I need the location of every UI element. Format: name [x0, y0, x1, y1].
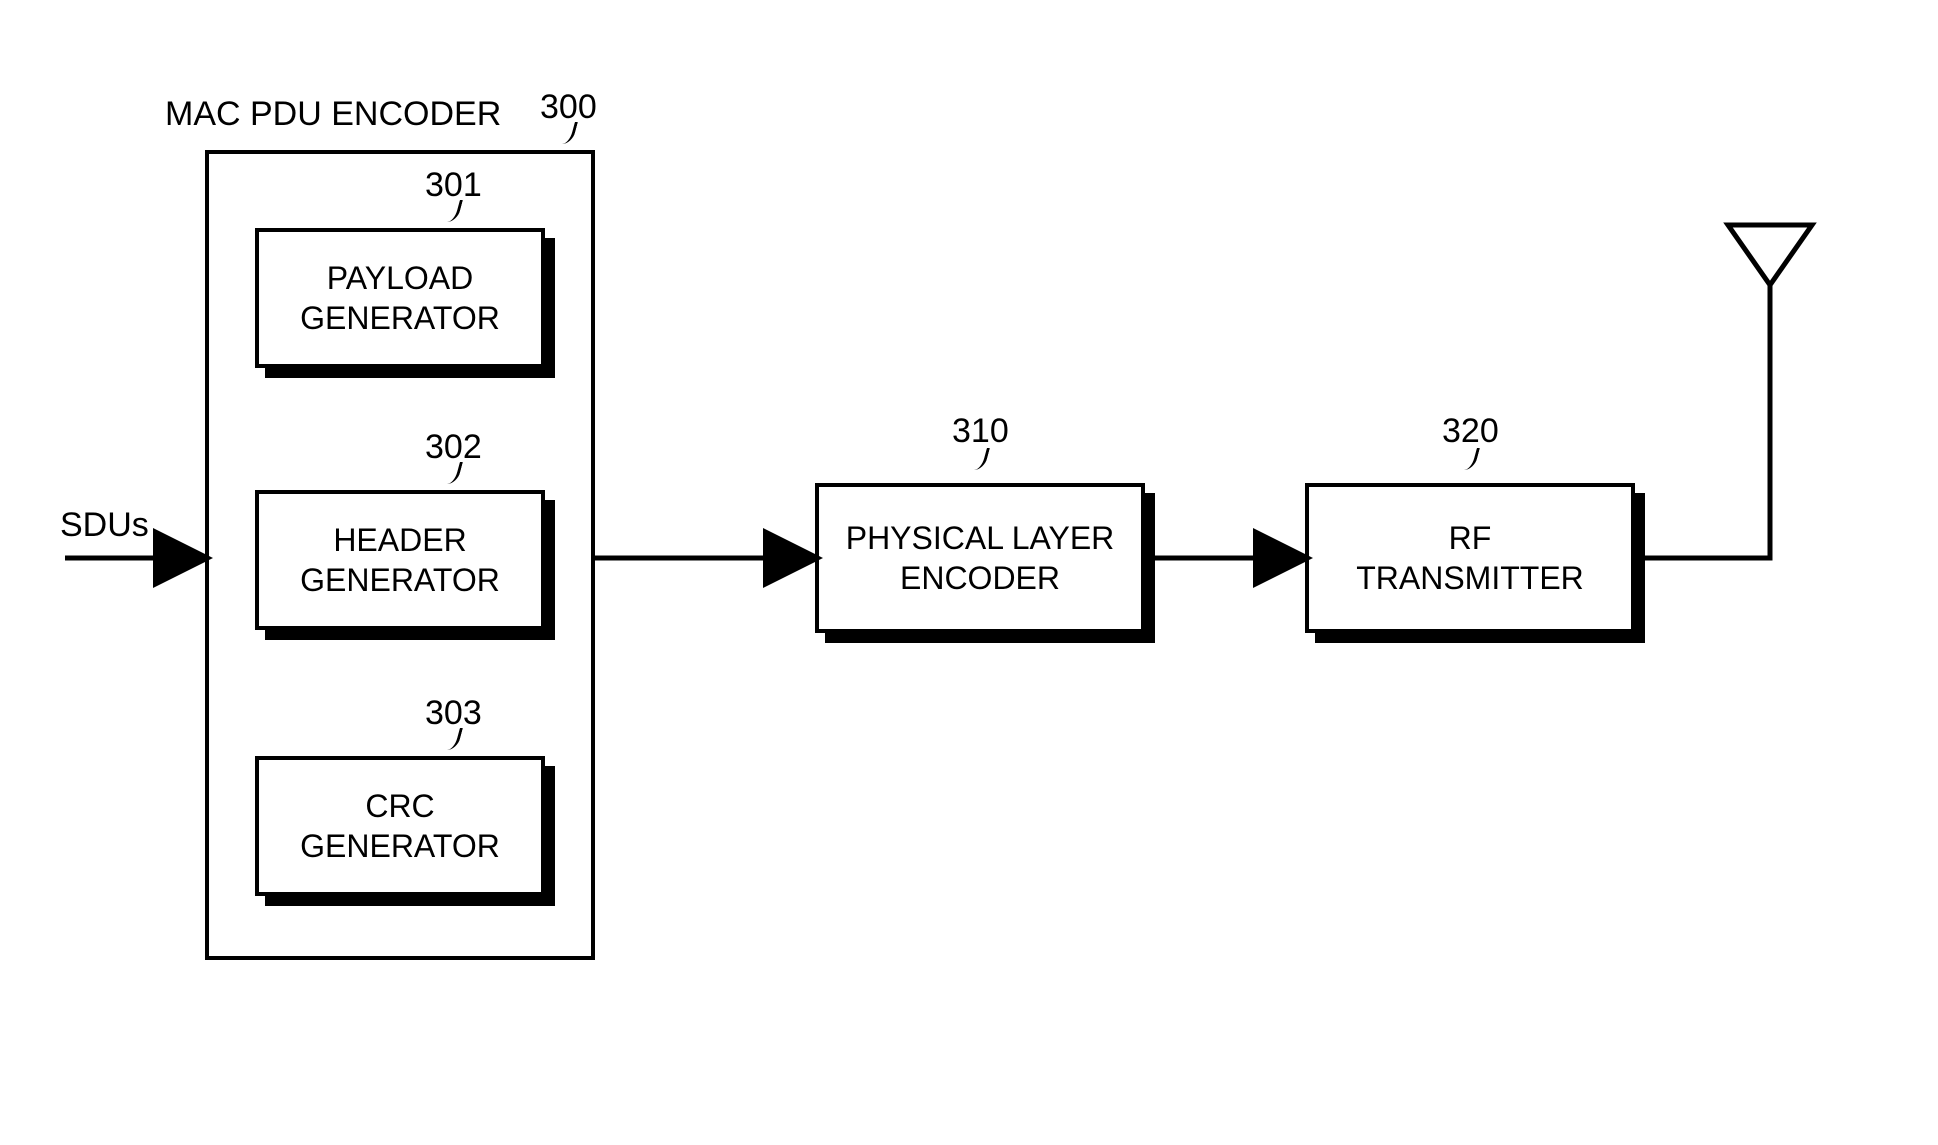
header-label: HEADER GENERATOR	[300, 520, 500, 600]
payload-box: PAYLOAD GENERATOR	[255, 228, 545, 368]
wire-rf-to-antenna	[1635, 335, 1770, 558]
phy-label: PHYSICAL LAYER ENCODER	[846, 518, 1115, 598]
rf-label: RF TRANSMITTER	[1356, 518, 1584, 598]
header-box: HEADER GENERATOR	[255, 490, 545, 630]
ref-320-tick	[1460, 448, 1480, 478]
rf-box: RF TRANSMITTER	[1305, 483, 1635, 633]
ref-310: 310	[952, 412, 1009, 451]
ref-320: 320	[1442, 412, 1499, 451]
ref-300-tick	[558, 122, 578, 152]
payload-label: PAYLOAD GENERATOR	[300, 258, 500, 338]
phy-box: PHYSICAL LAYER ENCODER	[815, 483, 1145, 633]
ref-310-tick	[970, 448, 990, 478]
crc-label: CRC GENERATOR	[300, 786, 500, 866]
ref-301-tick	[443, 200, 463, 230]
crc-box: CRC GENERATOR	[255, 756, 545, 896]
antenna-triangle	[1728, 225, 1812, 285]
encoder-title: MAC PDU ENCODER	[165, 95, 501, 134]
ref-302-tick	[443, 462, 463, 492]
input-label: SDUs	[60, 506, 149, 545]
ref-303-tick	[443, 728, 463, 758]
diagram-root: SDUs MAC PDU ENCODER 300 PAYLOAD GENERAT…	[0, 0, 1938, 1145]
